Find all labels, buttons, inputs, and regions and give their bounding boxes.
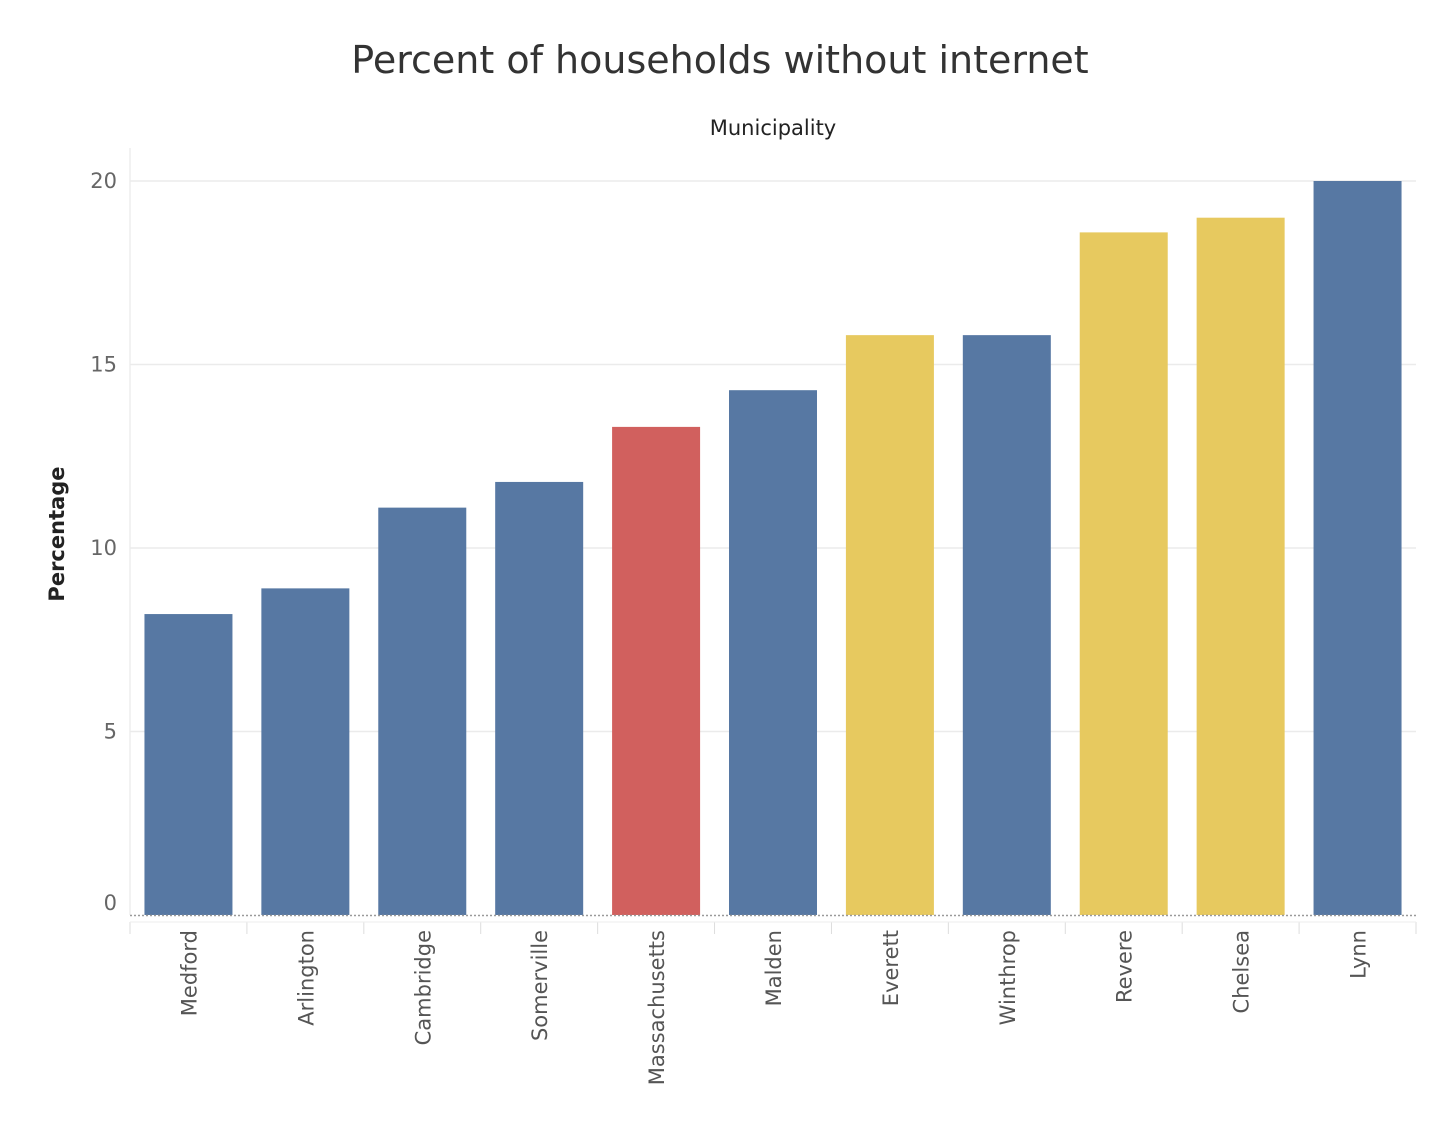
bar-arlington[interactable] [261,588,350,915]
x-tick-label: Winthrop [996,930,1020,1025]
chart-title: Percent of households without internet [351,38,1089,82]
bar-revere[interactable] [1079,232,1168,915]
y-axis-label: Percentage [45,466,69,601]
x-axis-header: Municipality [709,116,837,140]
y-tick-label: 0 [104,891,117,915]
x-tick-label: Malden [762,930,786,1006]
x-tick-label: Medford [177,930,201,1016]
x-tick-label: Cambridge [411,930,435,1045]
y-tick-label: 5 [104,720,117,744]
x-tick-label: Massachusetts [645,930,669,1085]
bar-cambridge[interactable] [378,507,467,915]
bar-everett[interactable] [845,335,934,915]
y-tick-label: 20 [90,169,117,193]
bar-somerville[interactable] [495,481,584,915]
x-tick-label: Revere [1113,930,1137,1003]
bar-lynn[interactable] [1313,181,1402,915]
x-tick-label: Arlington [294,930,318,1026]
y-tick-labels: 0 5 10 15 20 [90,169,117,915]
x-tick-label: Somerville [528,930,552,1041]
x-tick-labels: Medford Arlington Cambridge Somerville Massa… [177,930,1370,1085]
bar-massachusetts[interactable] [612,426,701,915]
bar-malden[interactable] [729,390,817,915]
x-tick-label: Everett [879,930,903,1006]
y-tick-label: 10 [90,536,117,560]
bar-medford[interactable] [144,614,233,915]
y-tick-label: 15 [90,353,117,377]
bar-chelsea[interactable] [1196,217,1285,915]
bars [130,181,1416,917]
bar-winthrop[interactable] [962,335,1051,915]
x-tick-label: Lynn [1347,930,1371,979]
x-tick-label: Chelsea [1230,930,1254,1013]
